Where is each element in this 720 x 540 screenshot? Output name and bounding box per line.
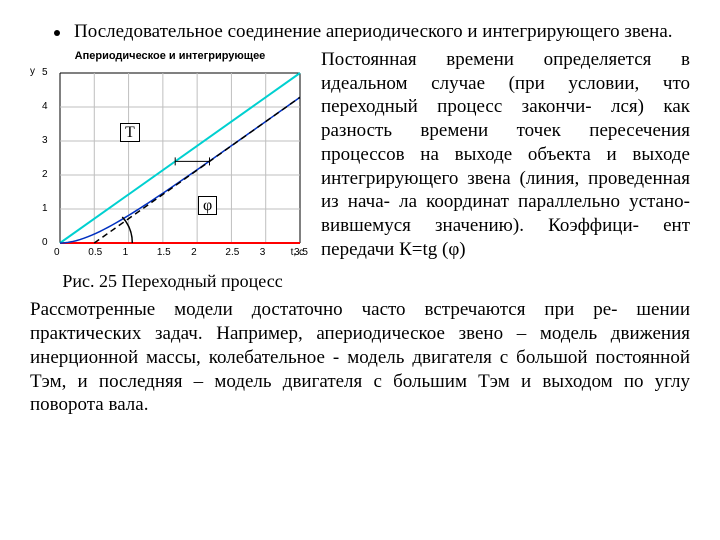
- y-tick-label: 5: [42, 67, 48, 80]
- annotation-phi: φ: [198, 196, 217, 216]
- x-tick-label: 3: [260, 247, 266, 260]
- bullet-item: Последовательное соединение апериодическ…: [30, 20, 690, 44]
- x-tick-label: 0: [54, 247, 60, 260]
- chart-svg: [30, 48, 310, 268]
- x-tick-label: 1.5: [157, 247, 171, 260]
- bullet-text: Последовательное соединение апериодическ…: [74, 20, 673, 44]
- chart-column: Апериодическое и интегрирующее y T φ 012…: [30, 48, 315, 293]
- x-tick-label: 2: [191, 247, 197, 260]
- chart: Апериодическое и интегрирующее y T φ 012…: [30, 48, 310, 268]
- right-paragraph: Постоянная времени определяется в идеаль…: [321, 48, 690, 262]
- y-tick-label: 0: [42, 237, 48, 250]
- x-tick-label: 0.5: [88, 247, 102, 260]
- figure-caption: Рис. 25 Переходный процесс: [30, 270, 315, 293]
- annotation-T: T: [120, 123, 140, 143]
- x-axis-label: t, c: [291, 247, 304, 260]
- y-tick-label: 3: [42, 135, 48, 148]
- x-tick-label: 1: [123, 247, 129, 260]
- bullet-dot: [54, 30, 60, 36]
- y-tick-label: 4: [42, 101, 48, 114]
- y-tick-label: 1: [42, 203, 48, 216]
- bottom-paragraph: Рассмотренные модели достаточно часто вс…: [30, 298, 690, 417]
- x-tick-label: 2.5: [225, 247, 239, 260]
- figure-and-text: Апериодическое и интегрирующее y T φ 012…: [30, 48, 690, 293]
- y-tick-label: 2: [42, 169, 48, 182]
